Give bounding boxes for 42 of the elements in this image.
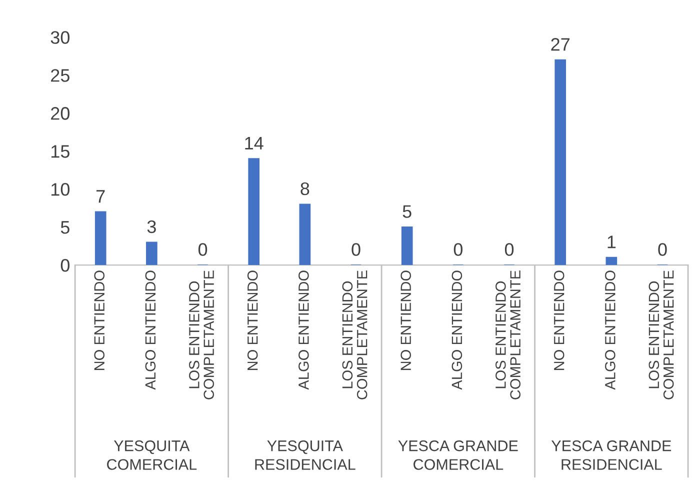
bar <box>401 226 413 266</box>
x-tick-label: ALGO ENTIENDO <box>605 270 616 390</box>
data-label: 8 <box>300 182 310 196</box>
y-tick-label: 25 <box>51 69 70 82</box>
y-tick-label: 5 <box>60 221 70 234</box>
data-label: 3 <box>147 220 156 234</box>
text: YESQUITA COMERCIAL <box>107 440 197 470</box>
x-tick-label: ALGO ENTIENDO <box>145 270 156 390</box>
x-tick-label: NO ENTIENDO <box>247 270 258 370</box>
x-tick-label: LOS ENTIENDO COMPLETAMENTE <box>496 270 520 400</box>
data-label: 5 <box>402 205 412 218</box>
data-label: 0 <box>658 243 667 256</box>
data-label: 14 <box>245 136 264 150</box>
data-label: 0 <box>352 243 360 256</box>
text: YESCA GRANDE RESIDENCIAL <box>551 440 672 470</box>
text: YESCA GRANDE COMERCIAL <box>398 440 518 470</box>
data-label: 0 <box>454 243 462 256</box>
bar <box>146 242 158 266</box>
data-label: 7 <box>96 190 105 203</box>
data-label: 1 <box>608 236 616 248</box>
x-tick-label: NO ENTIENDO <box>400 270 412 370</box>
text: YESQUITA RESIDENCIAL <box>255 440 356 470</box>
y-tick-label: 15 <box>51 145 70 158</box>
data-label: 0 <box>198 243 208 256</box>
x-tick-label: LOS ENTIENDO COMPLETAMENTE <box>189 270 214 400</box>
x-tick-label: ALGO ENTIENDO <box>452 270 462 390</box>
x-tick-label: NO ENTIENDO <box>94 270 105 370</box>
data-label: 0 <box>504 243 514 256</box>
x-tick-label: LOS ENTIENDO COMPLETAMENTE <box>648 270 674 400</box>
bar <box>248 158 260 266</box>
x-tick-label: NO ENTIENDO <box>554 270 564 370</box>
bar <box>554 59 566 266</box>
x-tick-label: LOS ENTIENDO COMPLETAMENTE <box>342 270 368 400</box>
x-tick-label: ALGO ENTIENDO <box>298 270 309 390</box>
bar <box>606 256 618 266</box>
y-tick-label: 20 <box>51 107 70 120</box>
y-tick-label: 10 <box>51 183 70 196</box>
y-tick-label: 30 <box>50 31 70 44</box>
data-label: 27 <box>551 38 570 51</box>
y-tick-label: 0 <box>60 258 70 272</box>
bar <box>94 211 106 266</box>
bar <box>299 204 311 266</box>
